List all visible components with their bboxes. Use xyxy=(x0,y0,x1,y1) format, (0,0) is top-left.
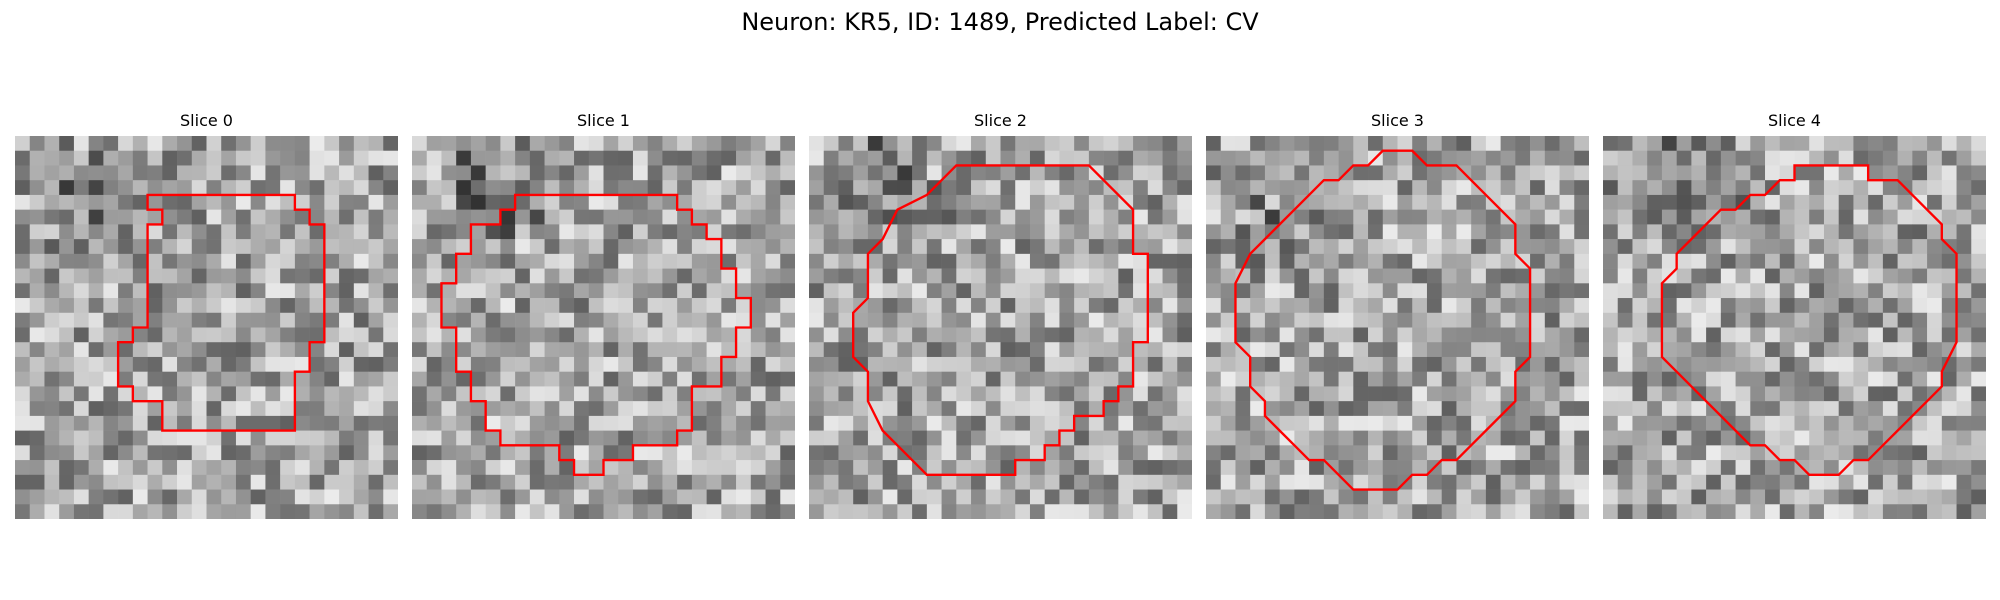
slice-title: Slice 2 xyxy=(974,111,1027,130)
slice-title: Slice 0 xyxy=(180,111,233,130)
neuron-contour xyxy=(1234,149,1532,491)
slice-image xyxy=(15,136,398,519)
slice-image xyxy=(412,136,795,519)
figure-title: Neuron: KR5, ID: 1489, Predicted Label: … xyxy=(741,8,1259,36)
slice-panel-1: Slice 1 xyxy=(412,108,795,519)
slice-image xyxy=(809,136,1192,519)
grayscale-pixel-grid xyxy=(412,136,795,519)
neuron-contour xyxy=(852,164,1149,476)
slice-title: Slice 4 xyxy=(1768,111,1821,130)
slice-image xyxy=(1603,136,1986,519)
neuron-contour xyxy=(1660,164,1958,476)
slice-title: Slice 3 xyxy=(1371,111,1424,130)
slice-panel-0: Slice 0 xyxy=(15,108,398,519)
slice-title: Slice 1 xyxy=(577,111,630,130)
neuron-contour xyxy=(440,193,752,476)
grayscale-pixel-grid xyxy=(809,136,1192,519)
slice-panel-2: Slice 2 xyxy=(809,108,1192,519)
slice-panel-4: Slice 4 xyxy=(1603,108,1986,519)
grayscale-pixel-grid xyxy=(15,136,398,519)
neuron-contour xyxy=(116,193,326,432)
slice-panel-3: Slice 3 xyxy=(1206,108,1589,519)
grayscale-pixel-grid xyxy=(1206,136,1589,519)
grayscale-pixel-grid xyxy=(1603,136,1986,519)
slice-image xyxy=(1206,136,1589,519)
